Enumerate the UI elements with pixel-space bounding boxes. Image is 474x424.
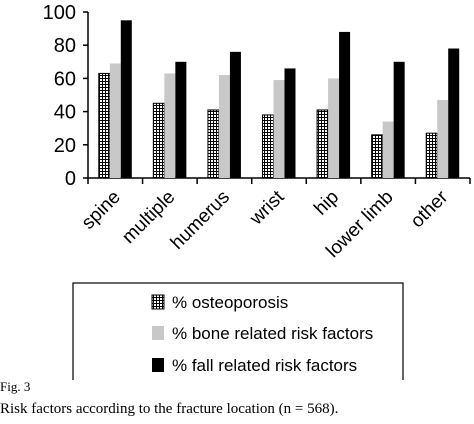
x-axis	[87, 177, 471, 184]
y-tick-label: 20	[54, 135, 76, 157]
legend-swatch	[152, 326, 164, 340]
bar-other-series-3	[448, 48, 460, 178]
legend-label: % fall related risk factors	[172, 356, 357, 375]
bar-humerus-series-3	[229, 51, 241, 179]
y-tick-label: 80	[54, 35, 76, 57]
y-axis: 0 20 40 60 80 100	[43, 2, 89, 190]
legend-swatch	[152, 358, 164, 372]
legend-label: % osteoporosis	[172, 293, 288, 312]
y-tick-label: 100	[43, 2, 76, 24]
category-label: hip	[310, 187, 343, 220]
legend-swatch	[151, 294, 165, 310]
y-tick-label: 40	[54, 102, 76, 124]
bar-hip-series-1	[316, 109, 329, 179]
bar-lower-limb-series-2	[382, 121, 394, 178]
legend-label: % bone related risk factors	[172, 324, 373, 343]
bar-humerus-series-1	[207, 109, 220, 179]
bar-wrist-series-1	[262, 114, 274, 179]
bar-wrist-series-3	[284, 68, 296, 178]
category-label: wrist	[245, 186, 289, 230]
y-tick-label: 60	[54, 68, 76, 90]
bar-multiple-series-1	[152, 102, 165, 179]
bar-hip-series-3	[339, 31, 351, 179]
figure-label: Fig. 3	[0, 379, 31, 394]
bar-hip-series-2	[328, 78, 340, 178]
bar-lower-limb-series-1	[371, 134, 384, 179]
bar-lower-limb-series-3	[393, 61, 405, 178]
bar-humerus-series-2	[218, 75, 230, 178]
bar-other-series-2	[437, 99, 449, 178]
bar-other-series-1	[425, 132, 438, 179]
legend: % osteoporosis % bone related risk factor…	[72, 282, 404, 380]
bar-wrist-series-2	[273, 80, 285, 178]
category-label: other	[407, 186, 453, 232]
category-label: spine	[78, 187, 125, 234]
bar-multiple-series-3	[175, 61, 187, 178]
bar-spine-series-2	[109, 63, 121, 178]
legend-box	[72, 282, 404, 380]
bar-spine-series-3	[120, 20, 132, 178]
category-label: humerus	[167, 187, 234, 254]
bars	[98, 20, 460, 179]
figure-caption: Risk factors according to the fracture l…	[0, 401, 339, 417]
y-tick-label: 0	[65, 168, 76, 190]
bar-multiple-series-2	[164, 73, 176, 178]
bar-spine-series-1	[98, 72, 111, 179]
